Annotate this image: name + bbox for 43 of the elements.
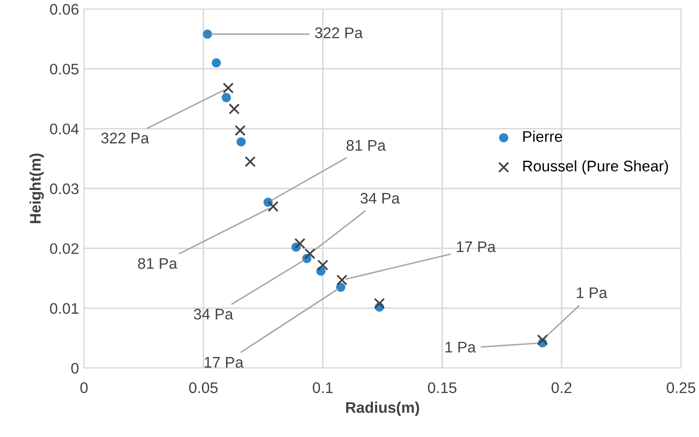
annotation: 1 Pa [446,342,476,353]
x-tick-label: 0.2 [552,382,572,394]
point [336,274,348,286]
point [222,92,231,102]
y-tick-label: 0.06 [50,4,78,15]
point [294,238,306,250]
legend-label: Roussel (Pure Shear) [523,160,668,174]
point [234,124,246,136]
annotation: 1 Pa [576,287,608,298]
annotation: 81 Pa [346,140,386,151]
point [268,200,279,212]
annotation: 322 Pa [101,132,150,144]
point [202,29,212,39]
x-tick-label: 0.15 [428,382,456,394]
point [212,58,221,68]
legend-label: Pierre [523,130,562,142]
point [317,260,328,271]
point [236,137,246,146]
annotation: 34 Pa [194,308,234,320]
annotation: 322 Pa [314,27,363,38]
x-axis-title: Radius(m) [346,402,420,416]
point [336,282,346,292]
y-tick-label: 0.05 [50,64,78,75]
point [244,156,256,168]
annotation: 34 Pa [360,192,400,204]
point [537,334,548,346]
point [304,248,316,260]
y-tick-label: 0.04 [50,124,79,134]
x-tick-label: 0.25 [666,382,696,394]
y-tick-label: 0 [71,362,79,374]
point [374,298,385,309]
y-tick-label: 0.03 [50,183,78,194]
point [228,103,240,114]
x-tick-label: 0.1 [312,382,333,394]
y-tick-label: 0.01 [50,303,78,314]
y-axis-title: Height(m) [30,154,44,224]
y-tick-label: 0.02 [50,243,78,254]
x-tick-label: 0 [80,382,88,394]
annotation: 17 Pa [204,357,244,368]
x-tick-label: 0.05 [189,382,218,394]
annotation: 81 Pa [138,258,178,269]
annotation: 17 Pa [456,242,496,252]
point [222,82,234,94]
